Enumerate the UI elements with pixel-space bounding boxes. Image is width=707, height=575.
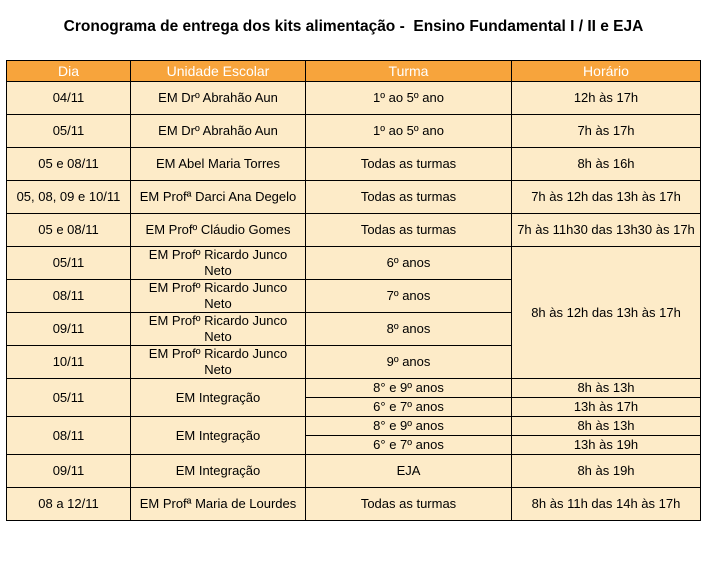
cell-horario: 8h às 13h	[511, 378, 701, 398]
schedule-table: Dia Unidade Escolar Turma Horário 04/11 …	[6, 60, 701, 521]
cell-dia: 10/11	[6, 345, 131, 379]
cell-horario: 8h às 13h	[511, 416, 701, 436]
cell-turma: 9º anos	[305, 345, 512, 379]
cell-unidade: EM Profª Maria de Lourdes	[130, 487, 306, 521]
cell-dia: 09/11	[6, 312, 131, 346]
cell-unidade: EM Profº Cláudio Gomes	[130, 213, 306, 247]
cell-turma: 6° e 7º anos	[305, 397, 512, 417]
table-row: 09/11 EM Integração EJA 8h às 19h	[6, 454, 701, 488]
cell-turma: 8° e 9º anos	[305, 416, 512, 436]
table-row: 08 a 12/11 EM Profª Maria de Lourdes Tod…	[6, 487, 701, 521]
cell-dia: 08 a 12/11	[6, 487, 131, 521]
cell-turma: 6º anos	[305, 246, 512, 280]
cell-unidade: EM Profº Ricardo Junco Neto	[130, 345, 306, 379]
cell-turma: 7º anos	[305, 279, 512, 313]
cell-unidade: EM Abel Maria Torres	[130, 147, 306, 181]
table-row: 09/11 EM Profº Ricardo Junco Neto 8º ano…	[6, 312, 701, 346]
table-row: 05 e 08/11 EM Profº Cláudio Gomes Todas …	[6, 213, 701, 247]
cell-horario-merged: 8h às 12h das 13h às 17h	[511, 246, 701, 379]
page-title: Cronograma de entrega dos kits alimentaç…	[63, 18, 644, 35]
table-row: 04/11 EM Drº Abrahão Aun 1º ao 5º ano 12…	[6, 81, 701, 115]
cell-horario: 7h às 17h	[511, 114, 701, 148]
cell-unidade: EM Profº Ricardo Junco Neto	[130, 246, 306, 280]
table-row: 05/11 EM Integração 8° e 9º anos 8h às 1…	[6, 378, 701, 417]
cell-dia: 05/11	[6, 378, 131, 417]
cell-horario: 8h às 11h das 14h às 17h	[511, 487, 701, 521]
cell-unidade: EM Drº Abrahão Aun	[130, 114, 306, 148]
cell-turma: 8° e 9º anos	[305, 378, 512, 398]
header-turma: Turma	[305, 60, 512, 82]
cell-dia: 08/11	[6, 416, 131, 455]
cell-turma: 1º ao 5º ano	[305, 81, 512, 115]
cell-turma: 6° e 7º anos	[305, 435, 512, 455]
cell-turma: Todas as turmas	[305, 147, 512, 181]
cell-horario: 7h às 11h30 das 13h30 às 17h	[511, 213, 701, 247]
cell-unidade: EM Profª Darci Ana Degelo	[130, 180, 306, 214]
cell-horario: 8h às 16h	[511, 147, 701, 181]
cell-dia: 05 e 08/11	[6, 213, 131, 247]
table-header-row: Dia Unidade Escolar Turma Horário	[6, 60, 701, 82]
table-row: 05/11 EM Drº Abrahão Aun 1º ao 5º ano 7h…	[6, 114, 701, 148]
header-unidade: Unidade Escolar	[130, 60, 306, 82]
cell-dia: 05 e 08/11	[6, 147, 131, 181]
cell-dia: 05/11	[6, 114, 131, 148]
cell-horario: 12h às 17h	[511, 81, 701, 115]
table-subrow: 6° e 7º anos 13h às 19h	[7, 435, 701, 455]
table-row: 08/11 EM Integração 8° e 9º anos 8h às 1…	[6, 416, 701, 455]
cell-turma: Todas as turmas	[305, 487, 512, 521]
table-row: 05 e 08/11 EM Abel Maria Torres Todas as…	[6, 147, 701, 181]
cell-unidade: EM Drº Abrahão Aun	[130, 81, 306, 115]
table-row: 05, 08, 09 e 10/11 EM Profª Darci Ana De…	[6, 180, 701, 214]
cell-dia: 08/11	[6, 279, 131, 313]
cell-turma: EJA	[305, 454, 512, 488]
cell-unidade: EM Profº Ricardo Junco Neto	[130, 312, 306, 346]
cell-turma: 1º ao 5º ano	[305, 114, 512, 148]
header-horario: Horário	[511, 60, 701, 82]
cell-unidade: EM Integração	[130, 378, 306, 417]
cell-horario: 7h às 12h das 13h às 17h	[511, 180, 701, 214]
cell-dia: 05/11	[6, 246, 131, 280]
cell-horario: 13h às 17h	[511, 397, 701, 417]
table-row: 05/11 EM Profº Ricardo Junco Neto 6º ano…	[6, 246, 701, 379]
cell-dia: 09/11	[6, 454, 131, 488]
cell-turma: Todas as turmas	[305, 180, 512, 214]
cell-unidade: EM Profº Ricardo Junco Neto	[130, 279, 306, 313]
cell-dia: 04/11	[6, 81, 131, 115]
cell-unidade: EM Integração	[130, 454, 306, 488]
cell-unidade: EM Integração	[130, 416, 306, 455]
header-dia: Dia	[6, 60, 131, 82]
cell-turma: 8º anos	[305, 312, 512, 346]
cell-horario: 8h às 19h	[511, 454, 701, 488]
cell-dia: 05, 08, 09 e 10/11	[6, 180, 131, 214]
table-row: 08/11 EM Profº Ricardo Junco Neto 7º ano…	[6, 279, 701, 313]
cell-horario: 13h às 19h	[511, 435, 701, 455]
cell-turma: Todas as turmas	[305, 213, 512, 247]
